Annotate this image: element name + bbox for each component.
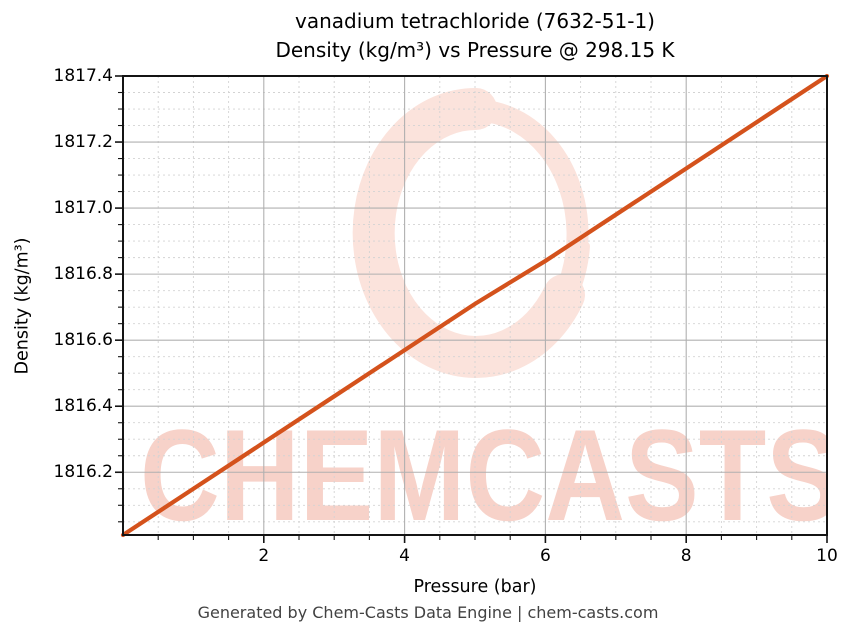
chart-title: vanadium tetrachloride (7632-51-1) Densi… [123, 7, 827, 65]
watermark-ring-accent-icon [556, 242, 590, 324]
watermark-text: CHEMCASTS [140, 402, 840, 548]
watermark-ring-accent-icon [456, 98, 582, 204]
x-axis-label: Pressure (bar) [413, 577, 537, 597]
watermark-ring-icon [377, 99, 589, 286]
x-tick-label: 10 [816, 546, 838, 566]
x-tick-label: 6 [539, 546, 551, 566]
y-tick-label: 1817.2 [53, 132, 113, 153]
y-tick-label: 1816.6 [53, 330, 113, 351]
footer-credit: Generated by Chem-Casts Data Engine | ch… [197, 603, 659, 622]
y-tick-label: 1816.2 [53, 462, 113, 483]
series-line-density [120, 73, 830, 538]
y-tick-label: 1817.0 [53, 198, 113, 219]
chart-title-line1: vanadium tetrachloride (7632-51-1) [295, 9, 655, 33]
x-tick-label: 4 [399, 546, 410, 566]
chart-title-line2: Density (kg/m³) vs Pressure @ 298.15 K [275, 38, 675, 62]
watermark: CHEMCASTS [140, 87, 840, 548]
axes-frame [122, 75, 828, 536]
y-tick-label: 1816.8 [53, 264, 113, 285]
y-tick-label: 1817.4 [53, 66, 113, 86]
x-tick-label: 8 [680, 546, 692, 566]
x-tick-label: 2 [258, 546, 270, 566]
y-tick-label: 1816.4 [53, 396, 113, 417]
